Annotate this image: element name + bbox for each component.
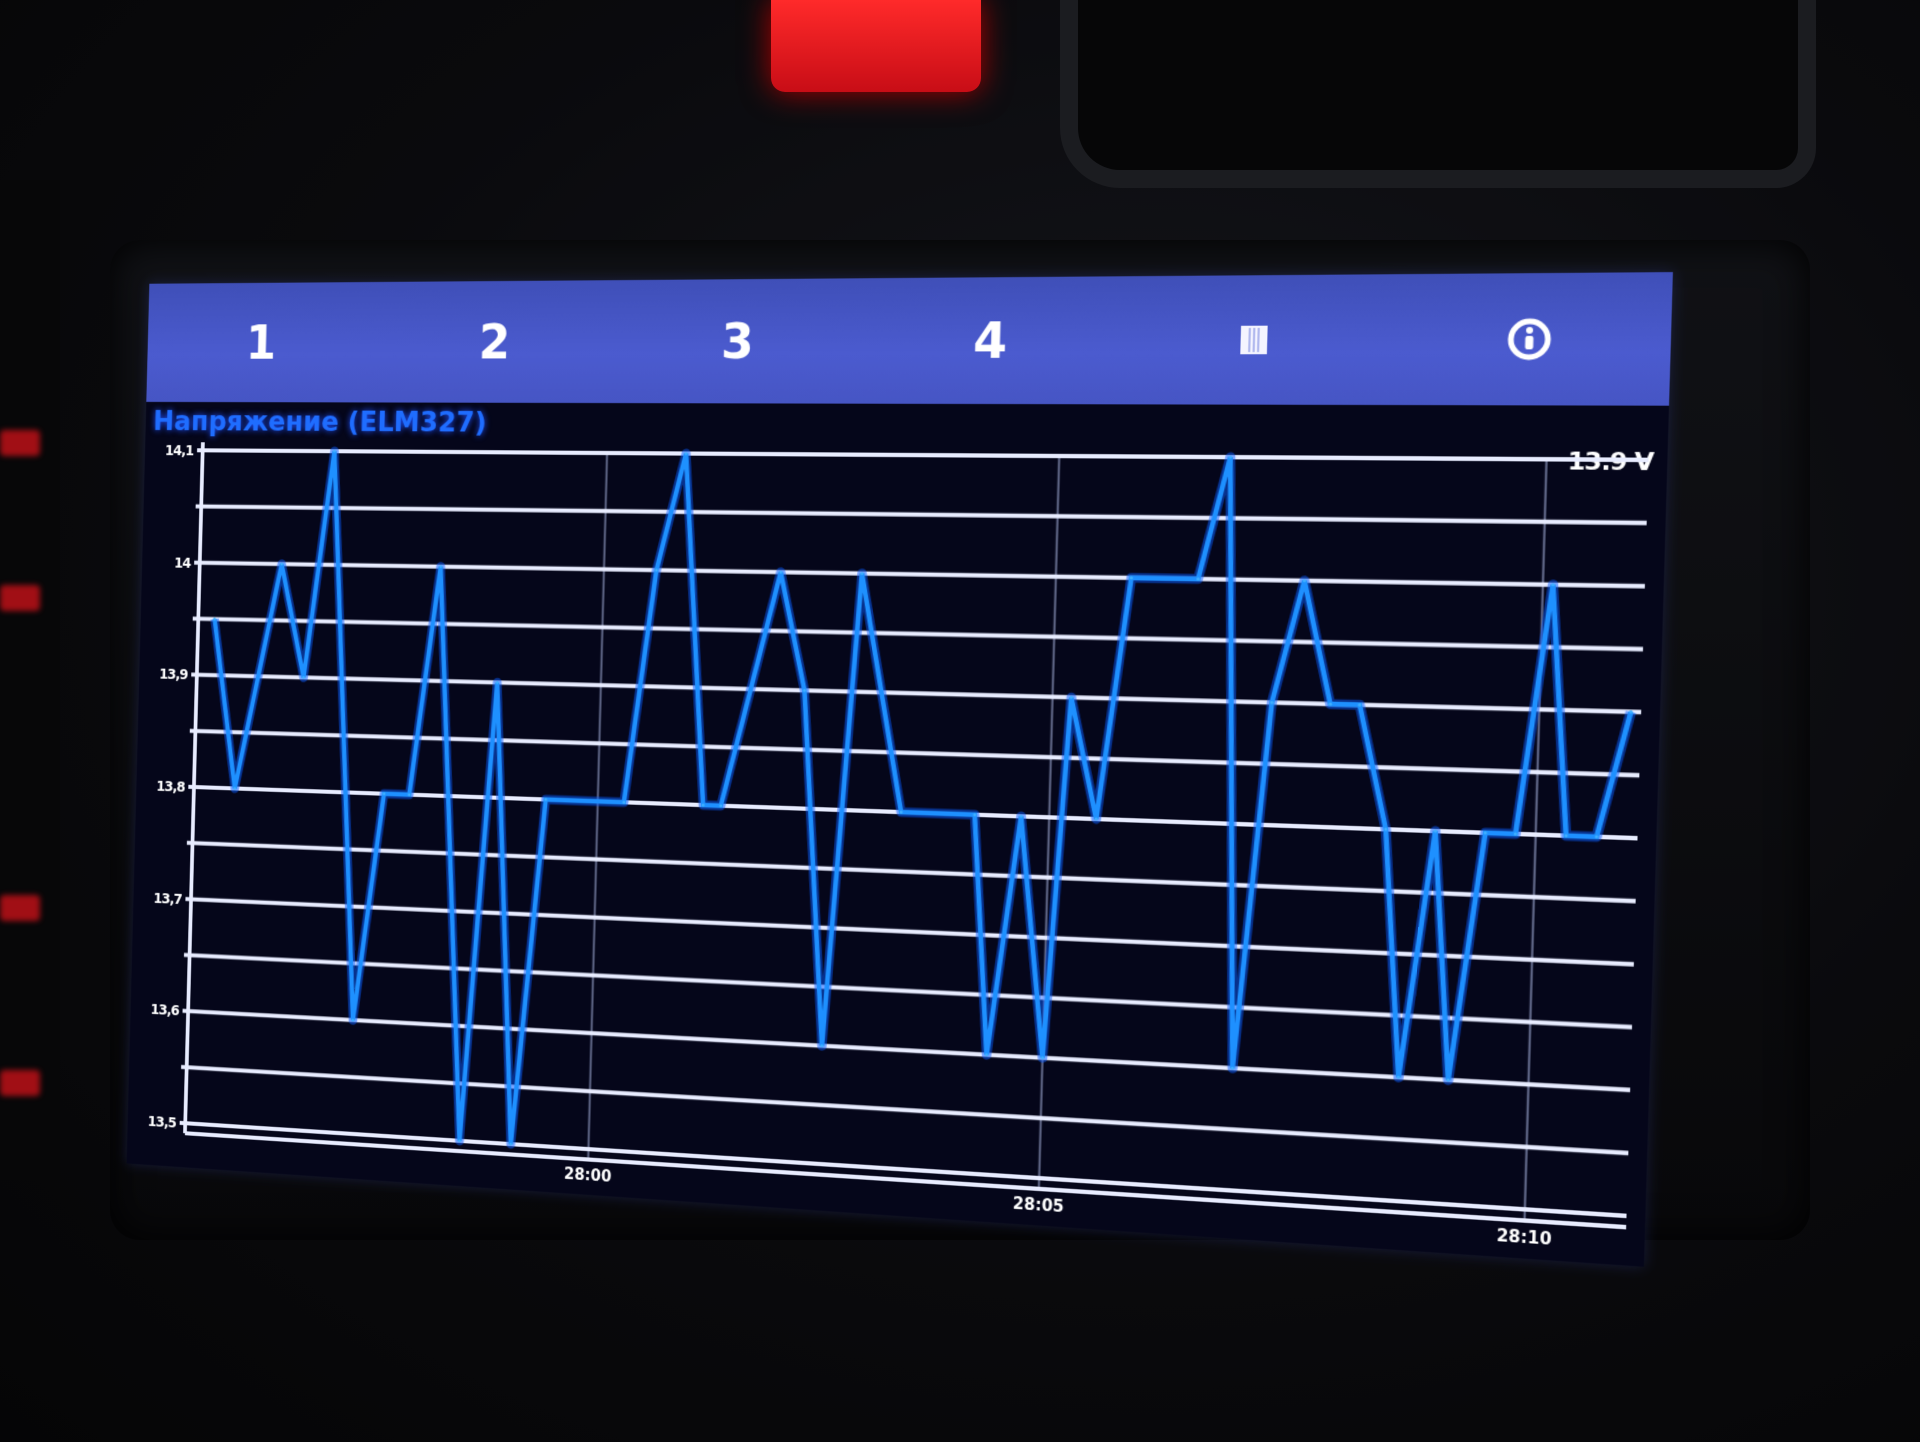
x-tick-label: 28:05 — [1013, 1194, 1065, 1217]
head-unit-screen: 1 2 3 4 Напряжение (ELM327) 13.9 V 28:00… — [126, 272, 1673, 1267]
x-gridline — [1039, 456, 1059, 1187]
tab-3[interactable]: 3 — [720, 312, 755, 370]
minor-gridline — [190, 731, 1640, 775]
grid-button[interactable] — [1120, 324, 1390, 355]
y-gridline — [191, 675, 1641, 713]
chart-area: Напряжение (ELM327) 13.9 V 28:00 28:05 28:… — [127, 402, 1669, 1267]
x-tick-label: 28:00 — [564, 1164, 612, 1186]
minor-gridline — [187, 843, 1636, 901]
dashboard-red-label — [0, 1070, 40, 1096]
y-gridline — [194, 563, 1645, 587]
dashboard-red-label — [0, 895, 40, 921]
x-gridline — [1525, 459, 1547, 1218]
y-tick-label: 13,5 — [147, 1114, 176, 1132]
tab-4[interactable]: 4 — [972, 311, 1009, 370]
x-tick-label: 28:10 — [1496, 1225, 1552, 1249]
y-tick-label: 14 — [174, 555, 191, 571]
info-icon — [1505, 317, 1553, 362]
dashboard-red-label — [0, 585, 40, 611]
y-tick-label: 13,6 — [150, 1002, 179, 1020]
y-tick-label: 13,7 — [153, 890, 182, 907]
tab-2[interactable]: 2 — [478, 314, 512, 370]
dashboard-left-panel — [0, 180, 60, 1180]
hazard-button[interactable] — [771, 0, 981, 92]
grid-icon — [1240, 325, 1268, 356]
y-gridline — [197, 450, 1648, 460]
y-tick-label: 14,1 — [165, 443, 194, 459]
tab-bar: 1 2 3 4 — [146, 272, 1673, 406]
voltage-chart: 28:00 28:05 28:10 14,1 14 13,9 13,8 13,7 13,6 13,… — [147, 402, 1669, 1249]
air-vent — [1060, 0, 1816, 188]
tab-1[interactable]: 1 — [245, 315, 277, 370]
minor-gridline — [193, 619, 1643, 650]
dashboard-red-label — [0, 430, 40, 456]
y-tick-label: 13,8 — [156, 779, 185, 796]
info-button[interactable] — [1389, 316, 1671, 362]
y-tick-label: 13,9 — [159, 667, 188, 684]
minor-gridline — [196, 506, 1647, 523]
